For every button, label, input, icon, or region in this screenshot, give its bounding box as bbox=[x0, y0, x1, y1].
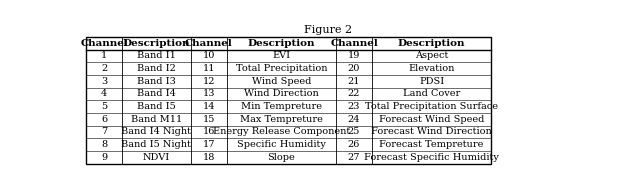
Text: Forecast Wind Direction: Forecast Wind Direction bbox=[371, 127, 492, 136]
Text: 14: 14 bbox=[202, 102, 215, 111]
Text: Wind Speed: Wind Speed bbox=[252, 77, 311, 86]
Text: Band I4: Band I4 bbox=[137, 89, 176, 98]
Text: Slope: Slope bbox=[268, 153, 295, 162]
Text: 26: 26 bbox=[348, 140, 360, 149]
Text: 1: 1 bbox=[101, 51, 107, 60]
Bar bbox=[86, 37, 491, 164]
Text: 21: 21 bbox=[348, 77, 360, 86]
Text: PDSI: PDSI bbox=[419, 77, 444, 86]
Text: 8: 8 bbox=[101, 140, 107, 149]
Text: 12: 12 bbox=[202, 77, 215, 86]
Text: 13: 13 bbox=[202, 89, 215, 98]
Text: 4: 4 bbox=[101, 89, 107, 98]
Text: Forecast Wind Speed: Forecast Wind Speed bbox=[379, 115, 484, 124]
Text: 6: 6 bbox=[101, 115, 107, 124]
Text: Channel: Channel bbox=[185, 39, 232, 48]
Text: Wind Direction: Wind Direction bbox=[244, 89, 319, 98]
Text: 2: 2 bbox=[101, 64, 107, 73]
Text: 19: 19 bbox=[348, 51, 360, 60]
Text: Figure 2: Figure 2 bbox=[304, 25, 352, 35]
Text: Aspect: Aspect bbox=[415, 51, 449, 60]
Text: 5: 5 bbox=[101, 102, 107, 111]
Text: Channel: Channel bbox=[330, 39, 378, 48]
Text: Energy Release Component: Energy Release Component bbox=[212, 127, 350, 136]
Text: 27: 27 bbox=[348, 153, 360, 162]
Text: 15: 15 bbox=[202, 115, 215, 124]
Text: Elevation: Elevation bbox=[408, 64, 455, 73]
Text: Forecast Specific Humidity: Forecast Specific Humidity bbox=[364, 153, 499, 162]
Text: NDVI: NDVI bbox=[143, 153, 170, 162]
Text: 17: 17 bbox=[202, 140, 215, 149]
Text: 25: 25 bbox=[348, 127, 360, 136]
Text: Total Precipitation Surface: Total Precipitation Surface bbox=[365, 102, 498, 111]
Text: Band I2: Band I2 bbox=[137, 64, 176, 73]
Text: Channel: Channel bbox=[80, 39, 128, 48]
Text: Band M11: Band M11 bbox=[131, 115, 182, 124]
Text: 11: 11 bbox=[202, 64, 215, 73]
Text: 20: 20 bbox=[348, 64, 360, 73]
Text: Min Tempreture: Min Tempreture bbox=[241, 102, 322, 111]
Text: Band I1: Band I1 bbox=[137, 51, 176, 60]
Text: 22: 22 bbox=[348, 89, 360, 98]
Text: EVI: EVI bbox=[272, 51, 291, 60]
Text: Total Precipitation: Total Precipitation bbox=[236, 64, 327, 73]
Text: Max Tempreture: Max Tempreture bbox=[240, 115, 323, 124]
Text: 9: 9 bbox=[101, 153, 107, 162]
Text: Band I5 Night: Band I5 Night bbox=[122, 140, 191, 149]
Text: 16: 16 bbox=[202, 127, 215, 136]
Text: 23: 23 bbox=[348, 102, 360, 111]
Text: Description: Description bbox=[248, 39, 315, 48]
Text: Band I4 Night: Band I4 Night bbox=[122, 127, 191, 136]
Text: 18: 18 bbox=[202, 153, 215, 162]
Text: 10: 10 bbox=[202, 51, 215, 60]
Text: 7: 7 bbox=[101, 127, 107, 136]
Text: Description: Description bbox=[123, 39, 190, 48]
Text: Land Cover: Land Cover bbox=[403, 89, 460, 98]
Text: 24: 24 bbox=[348, 115, 360, 124]
Text: Specific Humidity: Specific Humidity bbox=[237, 140, 326, 149]
Text: Band I3: Band I3 bbox=[137, 77, 176, 86]
Text: Forecast Tempreture: Forecast Tempreture bbox=[380, 140, 484, 149]
Text: Description: Description bbox=[398, 39, 465, 48]
Text: Band I5: Band I5 bbox=[137, 102, 176, 111]
Text: 3: 3 bbox=[101, 77, 107, 86]
